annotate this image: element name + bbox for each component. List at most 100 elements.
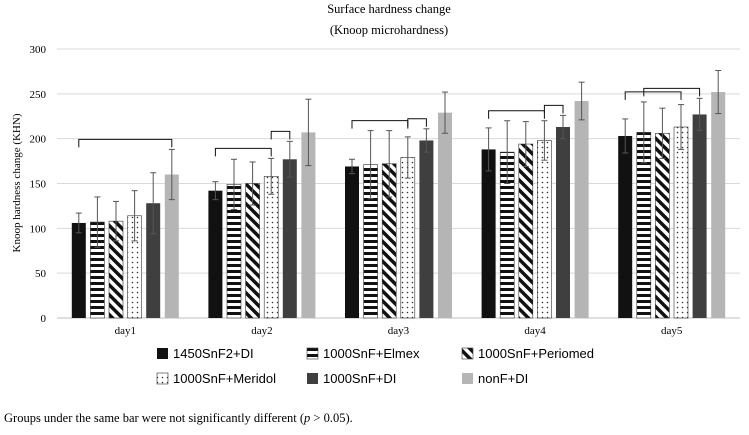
significance-bracket-day4-5: [488, 110, 545, 119]
x-tick-label-day4: day4: [524, 325, 546, 337]
error-bar-day2-1000SnF+DI: [286, 140, 293, 178]
error-bar-day2-1450SnF2+DI: [212, 181, 219, 201]
bar-day3-1000SnF+DI: [419, 140, 434, 318]
x-tick-label-day1: day1: [115, 325, 136, 337]
legend-swatch: [157, 348, 168, 359]
error-bar-day4-1000SnF+Meridol: [541, 120, 548, 161]
bar-day5-1450SnF2+DI: [618, 135, 633, 318]
error-bar-day5-1000SnF+Periomed: [659, 107, 666, 159]
legend-swatch: [156, 372, 169, 385]
bar-day3-nonF+DI: [438, 112, 452, 318]
error-bar-day2-1000SnF+Meridol: [268, 157, 275, 195]
significance-bracket-day3-3: [351, 120, 409, 129]
y-tick-label: 250: [30, 89, 47, 101]
bar-day4-1450SnF2+DI: [481, 149, 496, 318]
error-bar-day1-1000SnF+Elmex: [94, 196, 101, 248]
y-tick-label: 300: [30, 44, 47, 56]
y-tick-labels: 0 50 100 150 200 250 300: [30, 44, 47, 325]
legend-item-nonF+DI: nonF+DI: [462, 371, 528, 386]
significance-bracket-day2-1: [214, 147, 272, 157]
significance-bracket-day2-2: [270, 130, 291, 140]
error-bar-day1-1450SnF2+DI: [75, 212, 82, 234]
bar-day5-1000SnF+Meridol: [673, 126, 689, 319]
error-bar-day5-nonF+DI: [715, 70, 722, 115]
error-bar-day2-nonF+DI: [305, 98, 312, 167]
error-bar-day4-nonF+DI: [578, 81, 585, 121]
error-bar-day4-1000SnF+Periomed: [522, 121, 529, 167]
bar-day1-1000SnF+DI: [146, 203, 161, 318]
legend-item-1000SnF+Elmex: 1000SnF+Elmex: [306, 346, 420, 361]
significance-brackets: [78, 87, 701, 157]
bars: [71, 92, 726, 319]
bar-day5-1000SnF+Periomed: [655, 132, 670, 319]
bar-day4-1000SnF+DI: [556, 127, 570, 318]
y-tick-label: 200: [30, 134, 47, 146]
error-bar-day2-1000SnF+Periomed: [249, 161, 256, 206]
bar-day4-1000SnF+Meridol: [537, 140, 552, 319]
footnote-text-before: Groups under the same bar were not signi…: [4, 411, 305, 425]
error-bar-day5-1000SnF+Meridol: [678, 104, 684, 150]
footnote-text-after: > 0.05).: [310, 411, 353, 425]
x-tick-label-day5: day5: [661, 325, 683, 337]
legend-label: 1000SnF+Meridol: [173, 371, 276, 386]
y-axis-label: Knoop hardness change (KHN): [11, 113, 23, 252]
legend-item-1000SnF+Meridol: 1000SnF+Meridol: [156, 371, 276, 386]
y-tick-label: 150: [30, 179, 47, 191]
error-bar-day1-1000SnF+Periomed: [113, 200, 119, 242]
error-bar-day1-nonF+DI: [168, 148, 175, 201]
x-tick-labels: day1 day2 day3 day4 day5: [115, 325, 683, 337]
legend-swatch: [461, 347, 474, 360]
error-bar-day1-1000SnF+DI: [150, 172, 157, 235]
bar-day4-1000SnF+Periomed: [518, 143, 534, 319]
legend-item-1000SnF+DI: 1000SnF+DI: [307, 371, 396, 386]
legend-label: nonF+DI: [478, 371, 528, 386]
error-bar-day5-1000SnF+DI: [696, 97, 703, 132]
chart-subtitle: (Knoop microhardness): [330, 23, 448, 37]
significance-bracket-day5-7: [624, 91, 682, 100]
footnote-p-symbol: p: [304, 411, 311, 425]
error-bar-day4-1000SnF+Elmex: [504, 120, 511, 184]
legend: 1450SnF2+DI 1000SnF+Elmex 1000SnF+Periomed…: [156, 346, 594, 386]
legend-swatch: [462, 373, 473, 384]
error-bar-day4-1000SnF+DI: [560, 114, 566, 140]
significance-bracket-day4-6: [543, 104, 564, 114]
error-bar-day5-1000SnF+Elmex: [640, 101, 647, 164]
bar-day1-nonF+DI: [164, 174, 179, 318]
error-bar-day3-1000SnF+Elmex: [367, 130, 374, 200]
x-tick-label-day2: day2: [251, 325, 272, 337]
error-bar-day1-1000SnF+Meridol: [131, 190, 138, 242]
footnote: Groups under the same bar were not signi…: [4, 411, 353, 426]
legend-label: 1000SnF+DI: [323, 371, 396, 386]
x-tick-label-day3: day3: [388, 325, 410, 337]
bar-day4-nonF+DI: [574, 101, 589, 318]
y-tick-label: 100: [30, 223, 47, 235]
error-bar-day3-1450SnF2+DI: [349, 158, 355, 175]
error-bar-day3-1000SnF+Periomed: [386, 130, 393, 198]
bar-day2-nonF+DI: [301, 132, 316, 318]
chart-canvas: Surface hardness change (Knoop microhard…: [11, 2, 740, 386]
significance-bracket-day1-0: [78, 138, 173, 148]
significance-bracket-day3-4: [407, 118, 427, 127]
bar-day5-nonF+DI: [711, 92, 726, 318]
chart-title: Surface hardness change: [327, 2, 451, 16]
significance-bracket-day5-8: [643, 87, 701, 97]
legend-item-1000SnF+Periomed: 1000SnF+Periomed: [461, 346, 594, 361]
bar-day1-1450SnF2+DI: [71, 222, 86, 318]
legend-label: 1000SnF+Elmex: [323, 346, 420, 361]
error-bar-day3-1000SnF+Meridol: [404, 136, 411, 179]
bar-day2-1000SnF+Meridol: [263, 176, 279, 319]
legend-label: 1000SnF+Periomed: [478, 346, 594, 361]
legend-label: 1450SnF2+DI: [173, 346, 254, 361]
error-bar-day3-1000SnF+DI: [423, 128, 430, 153]
bar-day3-1000SnF+Meridol: [400, 157, 416, 319]
legend-swatch: [307, 373, 318, 384]
legend-item-1450SnF2+DI: 1450SnF2+DI: [157, 346, 254, 361]
error-bars: [75, 70, 722, 248]
bar-day2-1000SnF+DI: [282, 159, 297, 318]
bar-day3-1450SnF2+DI: [345, 166, 359, 318]
bar-day2-1450SnF2+DI: [208, 190, 223, 318]
error-bar-day2-1000SnF+Elmex: [231, 158, 237, 211]
y-tick-label: 50: [35, 268, 47, 280]
bar-day5-1000SnF+DI: [692, 114, 707, 318]
error-bar-day4-1450SnF2+DI: [485, 127, 492, 172]
